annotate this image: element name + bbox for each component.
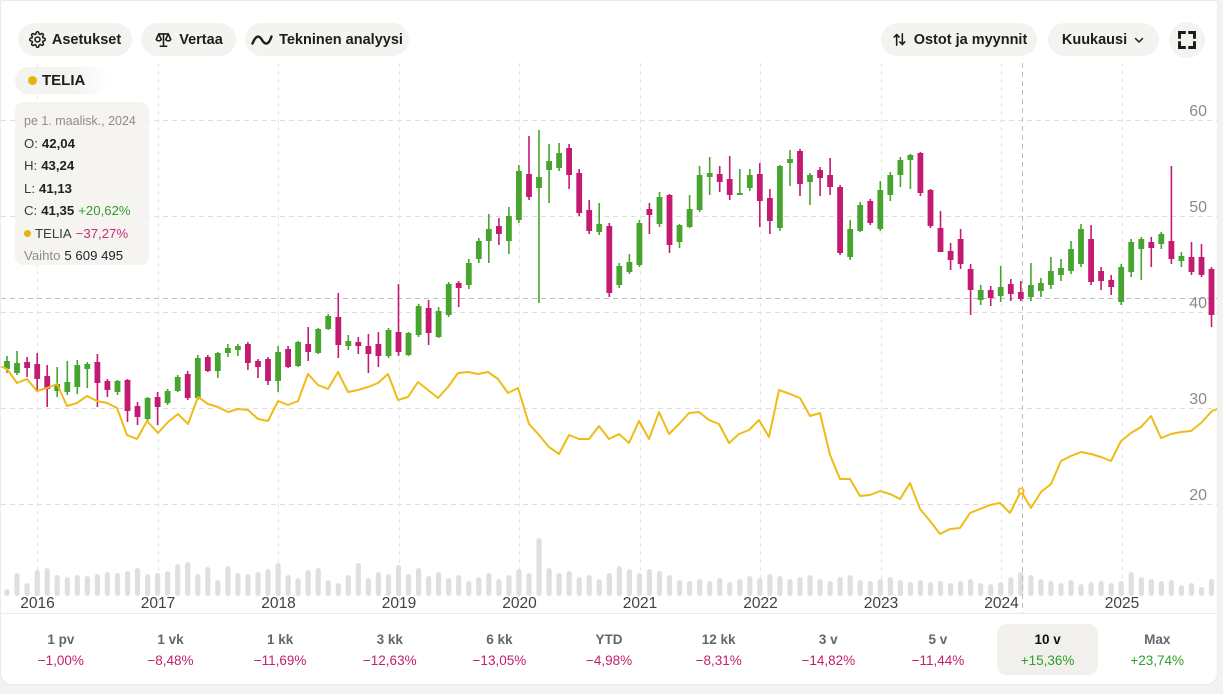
svg-text:2024: 2024: [984, 595, 1019, 612]
svg-text:50: 50: [1189, 199, 1207, 216]
svg-text:20: 20: [1189, 487, 1207, 504]
svg-text:40: 40: [1189, 295, 1207, 312]
svg-text:2023: 2023: [864, 595, 898, 612]
svg-text:2016: 2016: [20, 595, 54, 612]
svg-text:2022: 2022: [743, 595, 777, 612]
svg-text:60: 60: [1189, 103, 1207, 120]
svg-text:30: 30: [1189, 391, 1207, 408]
svg-text:2018: 2018: [261, 595, 295, 612]
svg-text:2020: 2020: [502, 595, 537, 612]
svg-text:2025: 2025: [1105, 595, 1139, 612]
svg-text:2017: 2017: [141, 595, 175, 612]
svg-text:2021: 2021: [623, 595, 657, 612]
svg-text:2019: 2019: [382, 595, 416, 612]
